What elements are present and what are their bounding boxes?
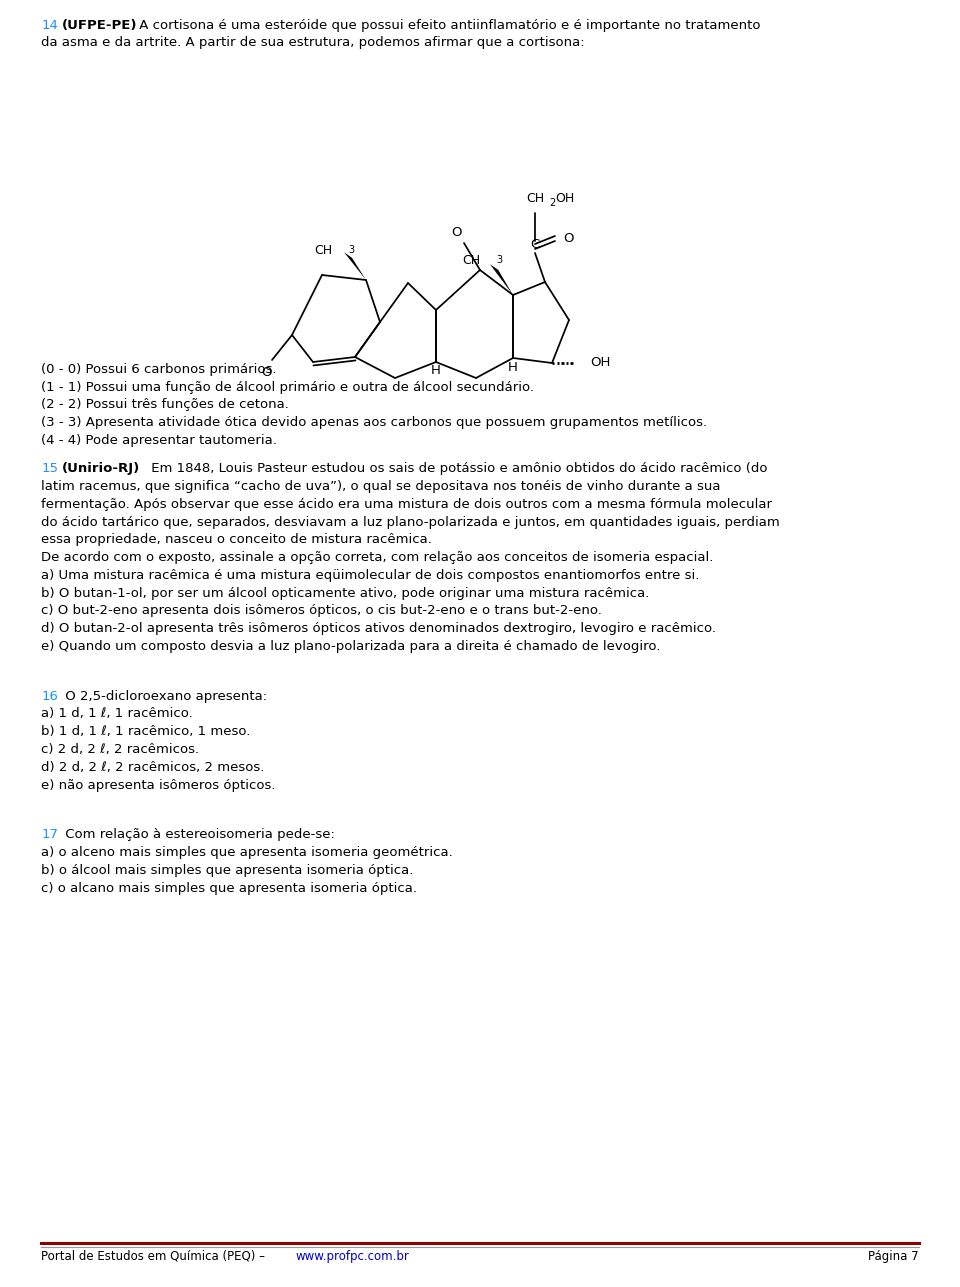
Polygon shape bbox=[344, 252, 366, 281]
Text: 3: 3 bbox=[496, 255, 502, 265]
Text: 3: 3 bbox=[348, 245, 354, 255]
Text: (0 - 0) Possui 6 carbonos primários.: (0 - 0) Possui 6 carbonos primários. bbox=[41, 363, 276, 376]
Text: 17: 17 bbox=[41, 829, 59, 842]
Text: d) O butan-2-ol apresenta três isômeros ópticos ativos denominados dextrogiro, l: d) O butan-2-ol apresenta três isômeros … bbox=[41, 622, 716, 636]
Text: (1 - 1) Possui uma função de álcool primário e outra de álcool secundário.: (1 - 1) Possui uma função de álcool prim… bbox=[41, 381, 535, 394]
Text: a) Uma mistura racêmica é uma mistura eqüimolecular de dois compostos enantiomor: a) Uma mistura racêmica é uma mistura eq… bbox=[41, 569, 700, 582]
Text: O: O bbox=[452, 227, 463, 239]
Text: OH: OH bbox=[555, 192, 574, 205]
Text: CH: CH bbox=[526, 192, 544, 205]
Text: fermentação. Após observar que esse ácido era uma mistura de dois outros com a m: fermentação. Após observar que esse ácid… bbox=[41, 498, 772, 511]
Text: e) Quando um composto desvia a luz plano-polarizada para a direita é chamado de : e) Quando um composto desvia a luz plano… bbox=[41, 640, 660, 653]
Text: (3 - 3) Apresenta atividade ótica devido apenas aos carbonos que possuem grupame: (3 - 3) Apresenta atividade ótica devido… bbox=[41, 416, 708, 430]
Text: A cortisona é uma esteróide que possui efeito antiinflamatório e é importante no: A cortisona é uma esteróide que possui e… bbox=[135, 18, 761, 32]
Text: c) 2 d, 2 ℓ, 2 racêmicos.: c) 2 d, 2 ℓ, 2 racêmicos. bbox=[41, 743, 200, 755]
Text: latim racemus, que significa “cacho de uva”), o qual se depositava nos tonéis de: latim racemus, que significa “cacho de u… bbox=[41, 480, 721, 493]
Text: O: O bbox=[563, 233, 573, 246]
Text: H: H bbox=[508, 360, 518, 373]
Text: Com relação à estereoisomeria pede-se:: Com relação à estereoisomeria pede-se: bbox=[61, 829, 335, 842]
Text: De acordo com o exposto, assinale a opção correta, com relação aos conceitos de : De acordo com o exposto, assinale a opçã… bbox=[41, 551, 713, 564]
Text: a) o alceno mais simples que apresenta isomeria geométrica.: a) o alceno mais simples que apresenta i… bbox=[41, 846, 453, 858]
Text: b) O butan-1-ol, por ser um álcool opticamente ativo, pode originar uma mistura : b) O butan-1-ol, por ser um álcool optic… bbox=[41, 587, 650, 600]
Text: a) 1 d, 1 ℓ, 1 racêmico.: a) 1 d, 1 ℓ, 1 racêmico. bbox=[41, 708, 193, 721]
Text: d) 2 d, 2 ℓ, 2 racêmicos, 2 mesos.: d) 2 d, 2 ℓ, 2 racêmicos, 2 mesos. bbox=[41, 761, 265, 773]
Text: (2 - 2) Possui três funções de cetona.: (2 - 2) Possui três funções de cetona. bbox=[41, 399, 289, 412]
Text: CH: CH bbox=[314, 245, 332, 257]
Text: www.profpc.com.br: www.profpc.com.br bbox=[296, 1250, 410, 1263]
Text: b) 1 d, 1 ℓ, 1 racêmico, 1 meso.: b) 1 d, 1 ℓ, 1 racêmico, 1 meso. bbox=[41, 726, 251, 739]
Text: Portal de Estudos em Química (PEQ) –: Portal de Estudos em Química (PEQ) – bbox=[41, 1250, 269, 1263]
Text: b) o álcool mais simples que apresenta isomeria óptica.: b) o álcool mais simples que apresenta i… bbox=[41, 864, 414, 876]
Text: CH: CH bbox=[462, 254, 480, 266]
Text: c) O but-2-eno apresenta dois isômeros ópticos, o cis but-2-eno e o trans but-2-: c) O but-2-eno apresenta dois isômeros ó… bbox=[41, 605, 602, 618]
Text: essa propriedade, nasceu o conceito de mistura racêmica.: essa propriedade, nasceu o conceito de m… bbox=[41, 533, 432, 547]
Text: OH: OH bbox=[590, 356, 611, 369]
Polygon shape bbox=[490, 264, 513, 295]
Text: do ácido tartárico que, separados, desviavam a luz plano-polarizada e juntos, em: do ácido tartárico que, separados, desvi… bbox=[41, 516, 780, 529]
Text: C: C bbox=[530, 238, 540, 251]
Text: (Unirio-RJ): (Unirio-RJ) bbox=[61, 462, 140, 475]
Text: (4 - 4) Pode apresentar tautomeria.: (4 - 4) Pode apresentar tautomeria. bbox=[41, 434, 277, 447]
Text: Em 1848, Louis Pasteur estudou os sais de potássio e amônio obtidos do ácido rac: Em 1848, Louis Pasteur estudou os sais d… bbox=[147, 462, 767, 475]
Text: O 2,5-dicloroexano apresenta:: O 2,5-dicloroexano apresenta: bbox=[61, 690, 268, 703]
Text: 15: 15 bbox=[41, 462, 59, 475]
Text: da asma e da artrite. A partir de sua estrutura, podemos afirmar que a cortisona: da asma e da artrite. A partir de sua es… bbox=[41, 36, 585, 49]
Text: c) o alcano mais simples que apresenta isomeria óptica.: c) o alcano mais simples que apresenta i… bbox=[41, 882, 418, 894]
Text: O: O bbox=[262, 366, 273, 378]
Text: Página 7: Página 7 bbox=[868, 1250, 919, 1263]
Text: 14: 14 bbox=[41, 18, 59, 32]
Text: 2: 2 bbox=[549, 198, 555, 208]
Text: e) não apresenta isômeros ópticos.: e) não apresenta isômeros ópticos. bbox=[41, 779, 276, 792]
Text: (UFPE-PE): (UFPE-PE) bbox=[61, 18, 137, 32]
Text: 16: 16 bbox=[41, 690, 59, 703]
Text: H: H bbox=[431, 363, 441, 377]
